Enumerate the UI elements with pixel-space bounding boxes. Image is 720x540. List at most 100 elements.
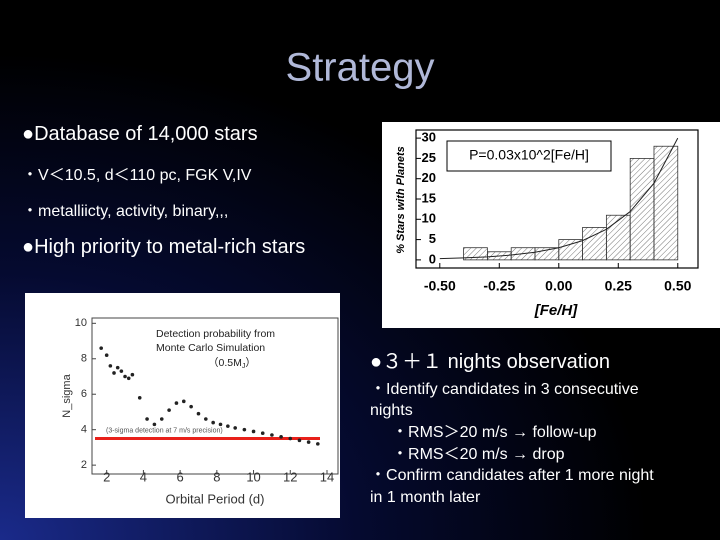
bullet: ●３＋１ nights observation — [370, 351, 610, 373]
annotation: P=0.03x10^2[Fe/H] — [469, 147, 589, 163]
data-point — [126, 376, 131, 381]
bullet-text: Confirm candidates after 1 more night — [386, 467, 654, 484]
y-tick-label: 8 — [81, 353, 87, 365]
data-point — [242, 427, 247, 432]
bullet-glyph: ・ — [370, 381, 386, 398]
x-tick-label: 10 — [246, 469, 260, 484]
plot-frame — [91, 317, 339, 475]
histogram-bar — [653, 145, 679, 261]
bullet-glyph: ・ — [22, 203, 38, 220]
bullet-glyph: ・ — [370, 467, 386, 484]
data-point — [115, 365, 120, 370]
bullet: ・RMS＜20 m/s → drop — [392, 446, 565, 463]
bullet-glyph: ・ — [392, 446, 408, 463]
data-point — [251, 429, 256, 434]
y-tick-label: 20 — [422, 170, 436, 185]
data-point — [99, 346, 103, 350]
data-point — [112, 371, 116, 375]
y-tick-label: 30 — [422, 130, 436, 145]
bullet-glyph: ・ — [392, 424, 408, 441]
y-tick-label: 4 — [81, 424, 87, 436]
data-point — [189, 404, 193, 409]
x-tick-label: -0.25 — [483, 278, 515, 294]
x-tick-label: 0.00 — [545, 278, 572, 294]
bullet-text: V＜10.5, d＜110 pc, FGK V,IV — [38, 167, 252, 184]
bullet-text: RMS＜20 m/s → drop — [408, 446, 565, 463]
data-point — [130, 372, 135, 377]
annotation: Detection probability from — [156, 328, 275, 340]
x-tick-label: -0.50 — [424, 278, 456, 294]
y-tick-label: 10 — [75, 317, 87, 329]
threshold-label: (3-sigma detection at 7 m/s precision) — [106, 427, 223, 434]
y-tick-label: 15 — [422, 190, 436, 205]
x-tick-label: 8 — [213, 469, 220, 484]
detection-figure: N_sigma Orbital Period (d) Detection pro… — [25, 293, 340, 518]
bullet: ・Identify candidates in 3 consecutive — [370, 381, 639, 398]
data-point — [104, 353, 109, 358]
data-point — [204, 417, 208, 421]
right-bullets: ●３＋１ nights observation ・Identify candid… — [370, 351, 654, 506]
data-point — [279, 434, 283, 439]
data-point — [137, 395, 142, 400]
y-tick-label: 10 — [422, 211, 436, 226]
data-point — [288, 436, 293, 441]
histogram-bar — [629, 158, 655, 261]
data-point — [108, 364, 113, 368]
data-point — [260, 431, 265, 436]
bullet: ●Database of 14,000 stars — [22, 123, 258, 145]
x-tick-label: 0.25 — [605, 278, 632, 294]
x-axis-label: [Fe/H] — [534, 302, 579, 319]
bullet-text: RMS＞20 m/s → follow-up — [408, 424, 597, 441]
histogram-bar — [558, 239, 583, 261]
data-point — [218, 422, 223, 427]
fit-curve — [439, 137, 679, 260]
bullet-glyph: ● — [22, 123, 34, 145]
bullet: ・V＜10.5, d＜110 pc, FGK V,IV — [22, 167, 252, 184]
data-point — [316, 442, 320, 446]
bullet-glyph: ● — [22, 236, 34, 258]
annotation-sub: J — [242, 363, 246, 370]
annotation: Monte Carlo Simulation — [156, 342, 265, 354]
data-point — [145, 417, 149, 421]
y-tick-label: 2 — [81, 459, 87, 471]
annotation-box — [446, 140, 612, 172]
x-tick-label: 0.50 — [664, 278, 691, 294]
left-bullets: ●Database of 14,000 stars ・V＜10.5, d＜110… — [22, 123, 305, 258]
bullet-text: ３＋１ nights observation — [382, 351, 610, 373]
bullet-text: nights — [370, 402, 413, 419]
data-point — [297, 438, 302, 443]
data-point — [152, 422, 157, 427]
data-point — [226, 424, 230, 428]
bullet-glyph: ● — [370, 351, 382, 373]
x-tick-label: 6 — [177, 469, 184, 484]
bullet: ●High priority to metal-rich stars — [22, 236, 305, 258]
y-axis-label: % Stars with Planets — [395, 146, 407, 254]
y-tick-label: 5 — [429, 231, 436, 246]
y-tick-label: 25 — [422, 150, 436, 165]
bullet-text: Identify candidates in 3 consecutive — [386, 381, 639, 398]
bullet: ・Confirm candidates after 1 more night — [370, 467, 654, 484]
x-tick-label: 4 — [140, 469, 147, 484]
y-tick-label: 6 — [81, 388, 87, 400]
data-point — [270, 433, 274, 437]
data-point — [196, 411, 201, 416]
histogram-bar — [582, 227, 607, 261]
x-axis-label: Orbital Period (d) — [166, 491, 265, 506]
bullet: ・metalliicty, activity, binary,,, — [22, 203, 228, 220]
bullet-text: metalliicty, activity, binary,,, — [38, 203, 228, 220]
data-point — [181, 399, 186, 404]
data-point — [306, 440, 311, 444]
annotation: （0.5MJ） — [208, 357, 256, 370]
data-point — [211, 420, 215, 425]
data-point — [233, 426, 237, 430]
bullet-glyph: ・ — [22, 167, 38, 184]
bullet: ・RMS＞20 m/s → follow-up — [392, 424, 597, 441]
metallicity-figure: % Stars with Planets [Fe/H] 0 5 10 15 20 25 30… — [382, 122, 720, 328]
annotation-part: ） — [245, 357, 256, 369]
y-tick-label: 0 — [429, 251, 436, 266]
annotation-part: （0.5M — [208, 357, 242, 369]
data-point — [159, 417, 164, 421]
bullet: nights — [370, 402, 413, 419]
figure-panel — [25, 293, 340, 518]
bullet-text: Database of 14,000 stars — [34, 123, 257, 145]
